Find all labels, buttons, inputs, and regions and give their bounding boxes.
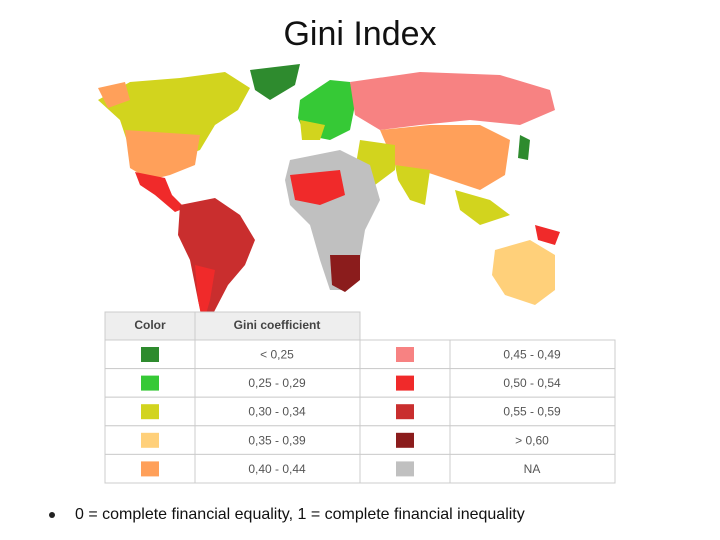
- usa: [125, 130, 200, 180]
- legend-table: Color Gini coefficient < 0,25 0,25 - 0,29…: [104, 311, 616, 484]
- legend-header: [104, 311, 361, 341]
- legend-label: 0,50 - 0,54: [503, 376, 561, 390]
- legend-label: > 0,60: [515, 433, 549, 447]
- legend-cell: [449, 453, 616, 484]
- legend-swatch: [396, 461, 414, 477]
- legend-swatch: [141, 404, 159, 420]
- bullet-text: 0 = complete financial equality, 1 = com…: [75, 506, 525, 523]
- argentina: [195, 265, 215, 325]
- russia: [350, 72, 555, 130]
- southern-africa: [330, 255, 360, 292]
- world-map: [98, 64, 560, 330]
- china-region: [380, 125, 510, 190]
- southeast-asia: [455, 190, 510, 225]
- legend-swatch: [396, 432, 414, 448]
- legend-label: 0,40 - 0,44: [248, 462, 306, 476]
- bullet-marker: [49, 512, 55, 518]
- legend-label: NA: [524, 462, 541, 476]
- legend-swatch: [141, 375, 159, 391]
- legend-swatch: [141, 432, 159, 448]
- legend-swatch: [141, 461, 159, 477]
- west-africa: [290, 170, 345, 205]
- slide-title: Gini Index: [283, 15, 436, 53]
- greenland: [250, 64, 300, 100]
- header-gini: Gini coefficient: [234, 318, 321, 332]
- mexico: [135, 172, 185, 212]
- legend-cell: [449, 425, 616, 455]
- legend-cell: [449, 339, 616, 370]
- papua: [535, 225, 560, 245]
- legend-swatch: [141, 347, 159, 362]
- alaska: [98, 82, 130, 108]
- india: [395, 165, 430, 205]
- header-color: Color: [134, 318, 166, 332]
- australia: [492, 240, 555, 305]
- legend-swatch: [396, 347, 414, 362]
- legend-cell: [359, 453, 451, 484]
- legend-label: 0,30 - 0,34: [248, 405, 306, 419]
- legend-label: 0,25 - 0,29: [248, 376, 306, 390]
- legend-cell: [449, 396, 616, 427]
- legend-label: < 0,25: [260, 347, 294, 361]
- legend-label: 0,55 - 0,59: [503, 405, 561, 419]
- south-america: [178, 198, 255, 330]
- japan: [518, 135, 530, 160]
- legend-label: 0,35 - 0,39: [248, 433, 306, 447]
- legend-swatch: [396, 404, 414, 420]
- western-europe: [300, 120, 325, 140]
- legend-label: 0,45 - 0,49: [503, 347, 561, 361]
- legend-swatch: [396, 375, 414, 391]
- legend-cell: [449, 368, 616, 398]
